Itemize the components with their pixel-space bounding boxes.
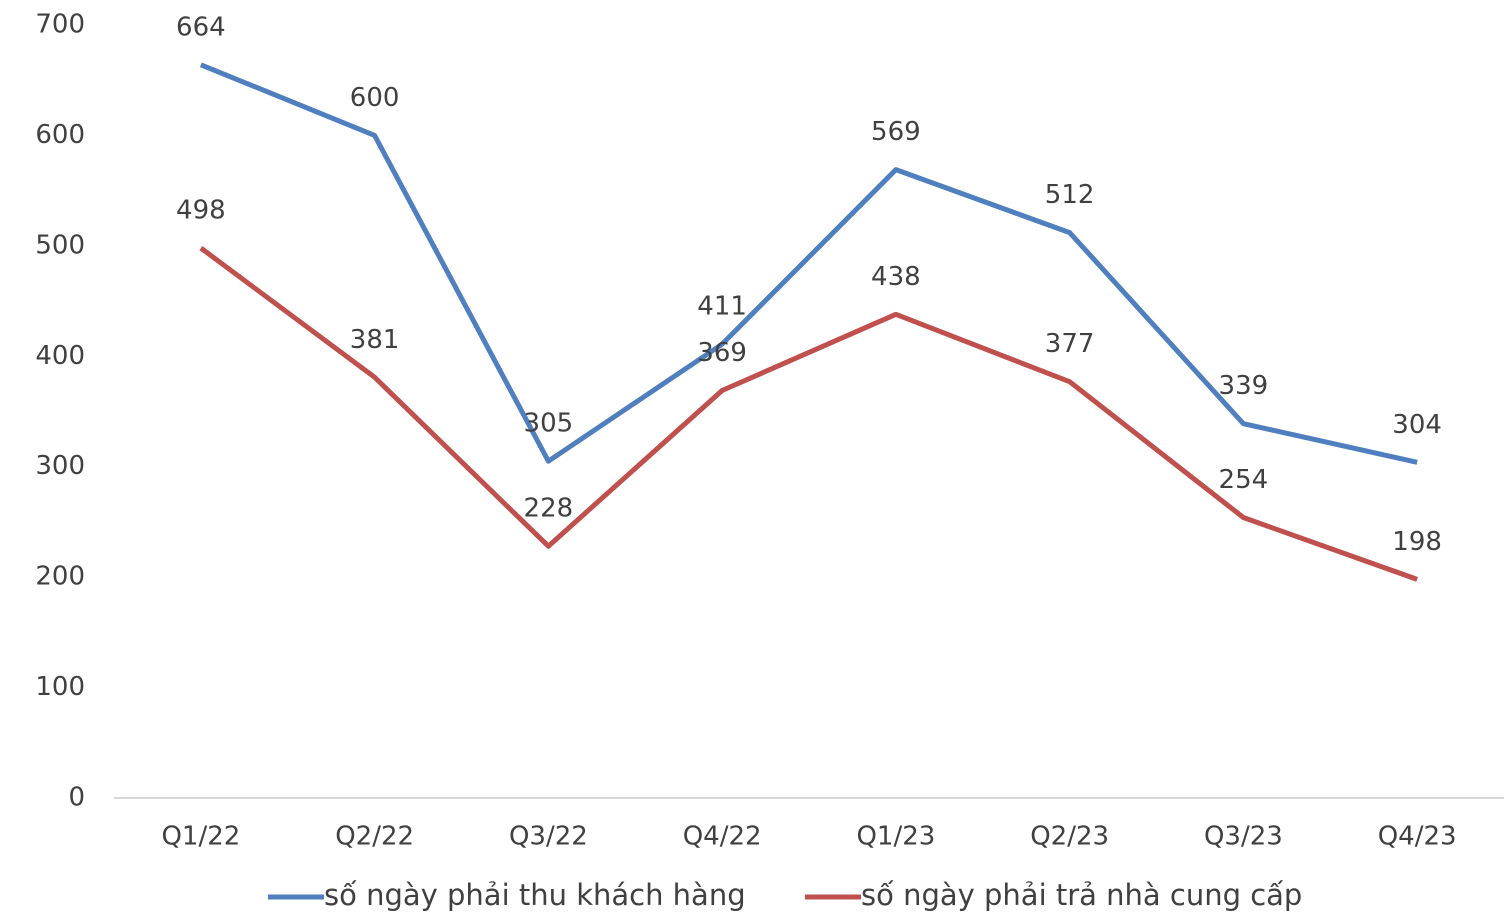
data-label: 664 bbox=[176, 12, 226, 42]
legend-label: số ngày phải thu khách hàng bbox=[324, 878, 746, 912]
data-label: 411 bbox=[697, 292, 747, 322]
x-tick-label: Q2/23 bbox=[1030, 822, 1109, 852]
y-tick-label: 300 bbox=[35, 451, 85, 481]
data-label: 498 bbox=[176, 196, 226, 226]
data-label: 600 bbox=[350, 83, 400, 113]
x-tick-label: Q4/22 bbox=[683, 822, 762, 852]
y-tick-label: 100 bbox=[35, 672, 85, 702]
y-tick-label: 200 bbox=[35, 562, 85, 592]
x-tick-label: Q4/23 bbox=[1378, 822, 1457, 852]
y-tick-label: 700 bbox=[35, 10, 85, 40]
data-label: 304 bbox=[1392, 410, 1442, 440]
y-tick-label: 400 bbox=[35, 341, 85, 371]
data-label: 228 bbox=[524, 494, 574, 524]
y-tick-label: 600 bbox=[35, 120, 85, 150]
data-label: 305 bbox=[524, 409, 574, 439]
data-label: 377 bbox=[1045, 329, 1095, 359]
x-tick-label: Q1/22 bbox=[161, 822, 240, 852]
data-label: 381 bbox=[350, 325, 400, 355]
x-tick-label: Q3/22 bbox=[509, 822, 588, 852]
y-tick-label: 500 bbox=[35, 230, 85, 260]
series-line bbox=[199, 246, 1418, 582]
data-label: 198 bbox=[1392, 527, 1442, 557]
x-tick-label: Q3/23 bbox=[1204, 822, 1283, 852]
series-line bbox=[199, 62, 1418, 465]
x-tick-label: Q1/23 bbox=[856, 822, 935, 852]
data-label: 339 bbox=[1219, 371, 1269, 401]
y-tick-label: 0 bbox=[68, 783, 85, 813]
data-label: 369 bbox=[697, 338, 747, 368]
data-label: 254 bbox=[1219, 465, 1269, 495]
data-label: 569 bbox=[871, 117, 921, 147]
x-tick-label: Q2/22 bbox=[335, 822, 414, 852]
data-label: 512 bbox=[1045, 180, 1095, 210]
data-label: 438 bbox=[871, 262, 921, 292]
legend-label: số ngày phải trả nhà cung cấp bbox=[861, 878, 1302, 912]
